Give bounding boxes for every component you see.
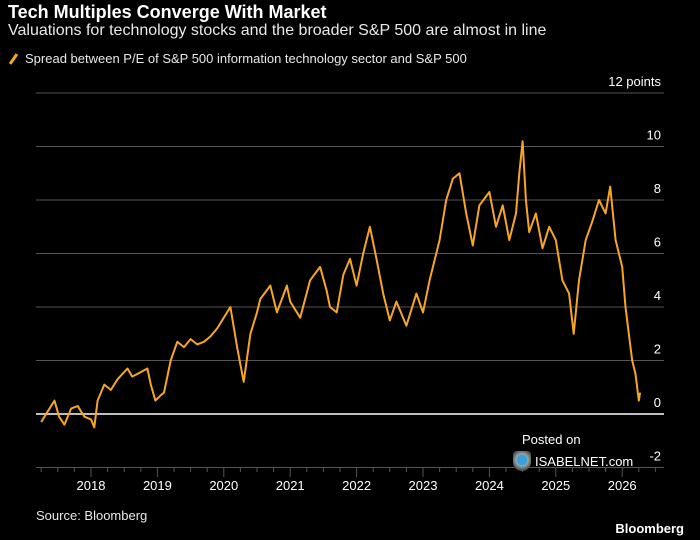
x-tick-label: 2025 xyxy=(541,478,570,493)
watermark: Posted on ISABELNET.com xyxy=(513,432,633,471)
chart-subtitle: Valuations for technology stocks and the… xyxy=(8,22,547,39)
brand-logo: Bloomberg xyxy=(615,521,684,536)
watermark-site: ISABELNET.com xyxy=(535,453,634,469)
y-tick-label: 0 xyxy=(654,395,661,410)
y-tick-label: 6 xyxy=(654,235,661,250)
x-tick-label: 2020 xyxy=(209,478,238,493)
x-tick-label: 2022 xyxy=(342,478,371,493)
legend: Spread between P/E of S&P 500 informatio… xyxy=(8,51,467,66)
x-tick-label: 2023 xyxy=(409,478,438,493)
y-tick-label: 2 xyxy=(654,342,661,357)
isabelnet-shield-icon xyxy=(513,451,531,471)
chart-title: Tech Multiples Converge With Market xyxy=(8,2,327,22)
series-line-tech-pe-spread xyxy=(40,140,642,429)
x-tick-label: 2019 xyxy=(143,478,172,493)
source-note: Source: Bloomberg xyxy=(36,508,148,523)
x-tick-label: 2018 xyxy=(77,478,106,493)
x-tick-label: 2024 xyxy=(475,478,504,493)
y-tick-label: 10 xyxy=(647,128,661,143)
legend-label: Spread between P/E of S&P 500 informatio… xyxy=(25,51,467,66)
y-tick-label: -2 xyxy=(649,449,661,464)
x-tick-label: 2026 xyxy=(608,478,637,493)
x-tick-label: 2021 xyxy=(276,478,305,493)
y-tick-label: 8 xyxy=(654,181,661,196)
y-tick-label: 4 xyxy=(654,288,661,303)
watermark-posted: Posted on xyxy=(522,432,581,447)
y-tick-label: 12 points xyxy=(608,74,661,89)
